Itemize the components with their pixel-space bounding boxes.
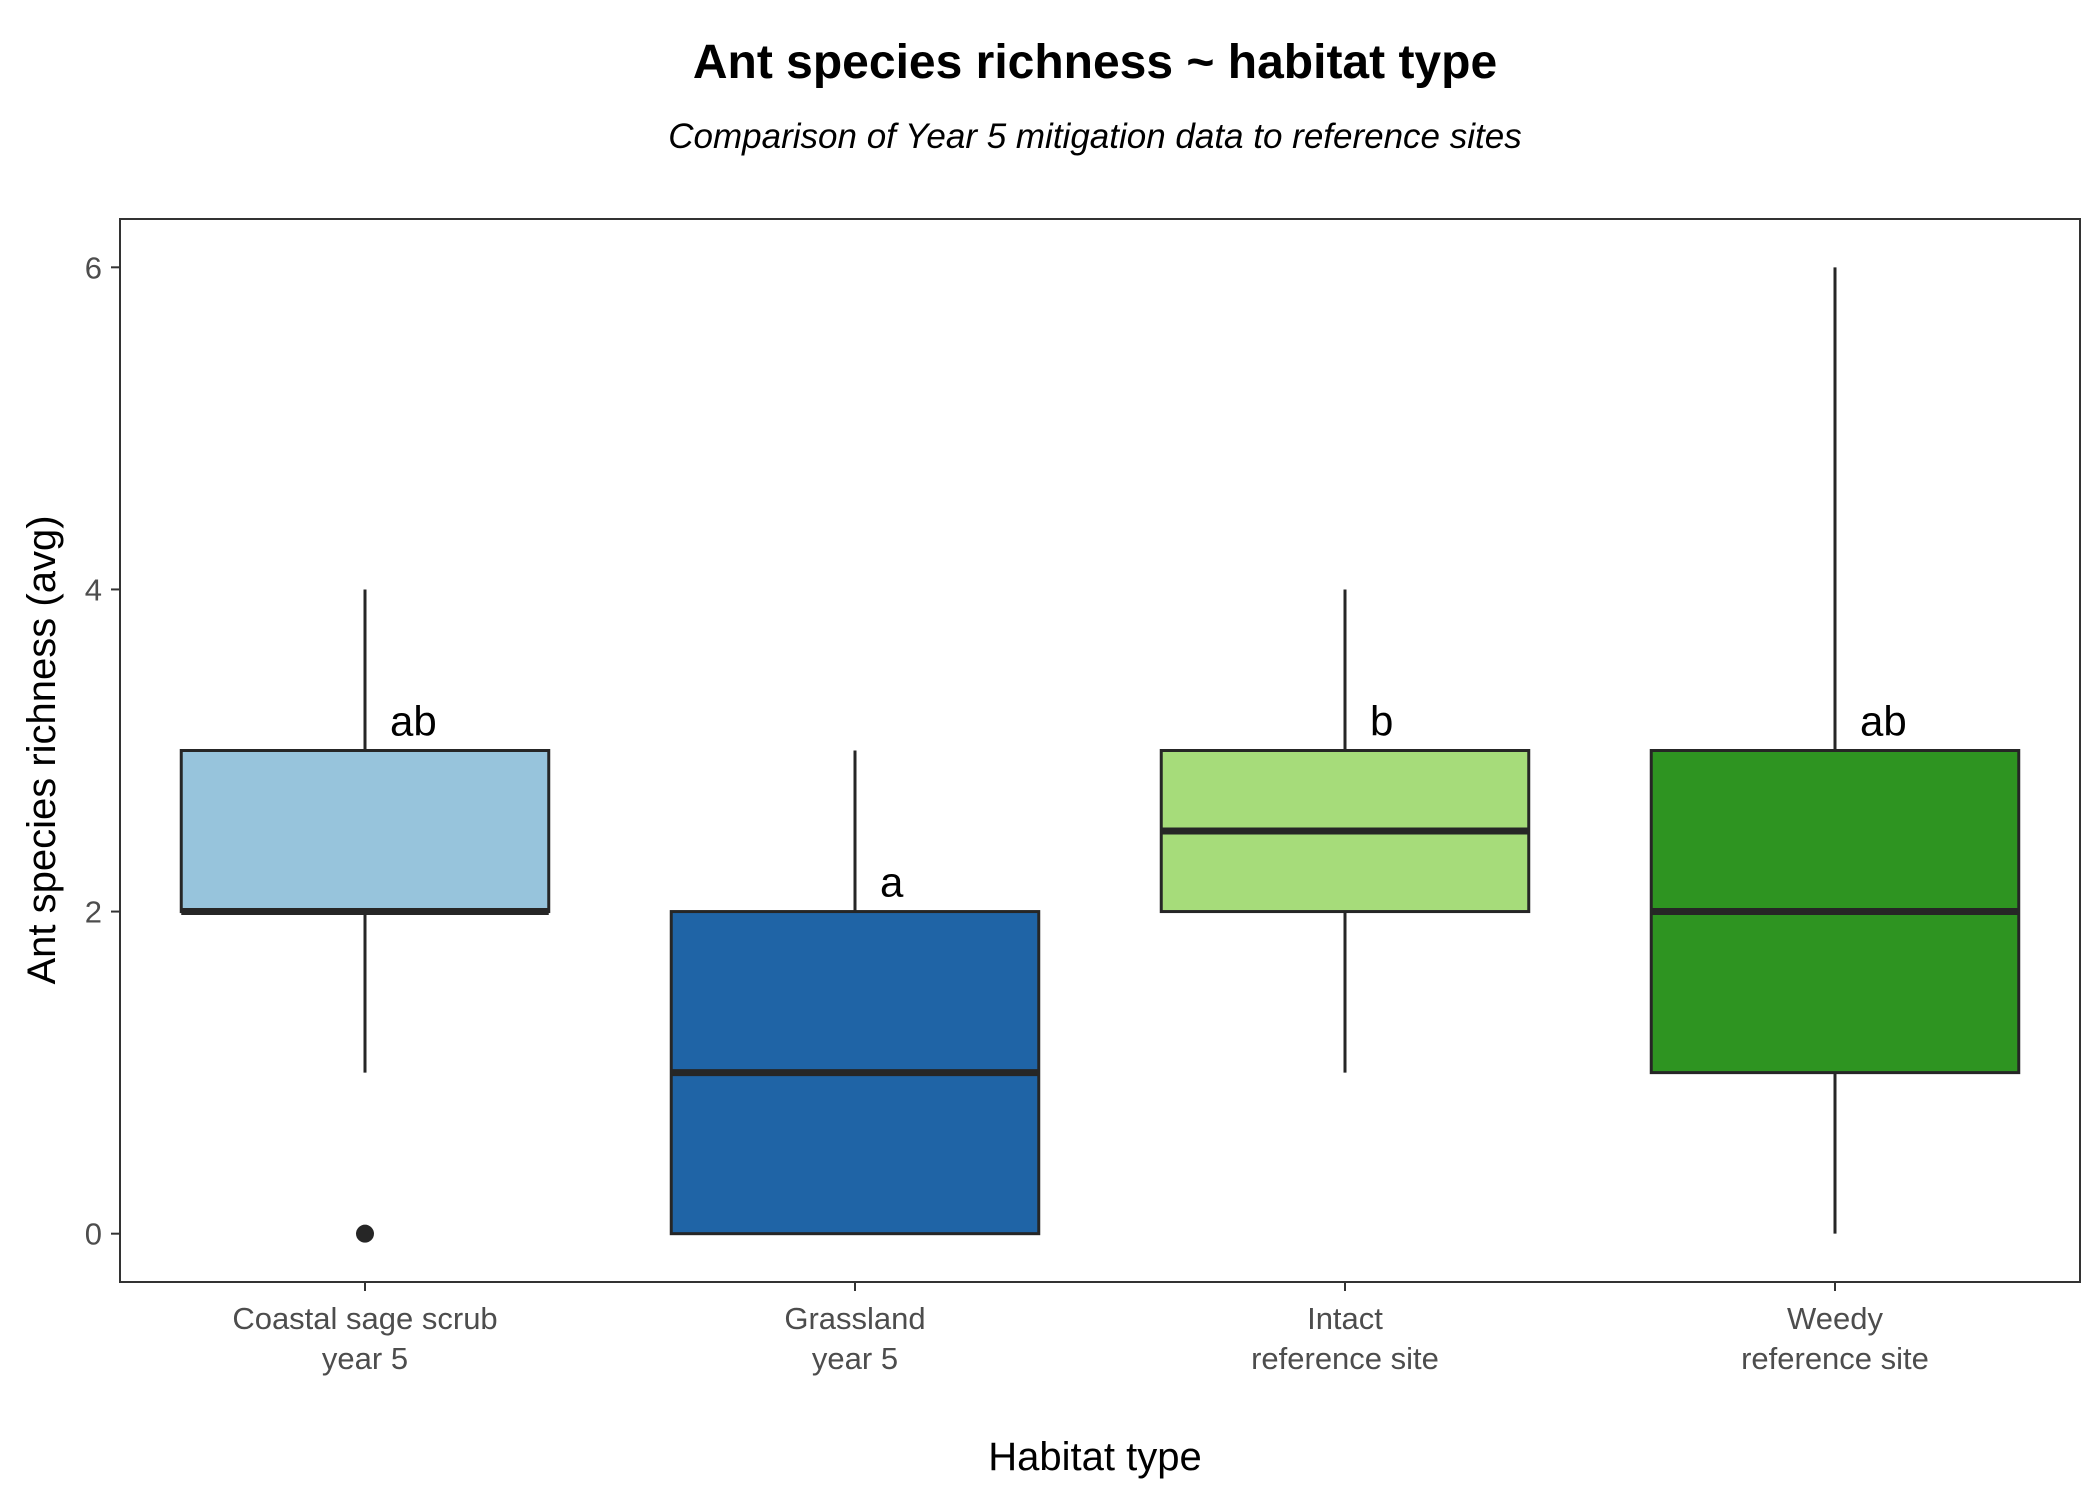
y-axis: 0 2 4 6	[85, 250, 120, 1252]
y-tick-label: 6	[85, 250, 102, 285]
y-axis-title: Ant species richness (avg)	[20, 515, 64, 984]
chart-title: Ant species richness ~ habitat type	[693, 36, 1497, 89]
group-letter-label: a	[880, 859, 904, 906]
group-letter-label: ab	[1860, 698, 1907, 745]
x-tick-label: year 5	[812, 1341, 898, 1376]
x-tick-label: year 5	[322, 1341, 408, 1376]
plot-panel	[119, 218, 2081, 1283]
x-tick-label: Intact	[1307, 1301, 1383, 1336]
group-letter-label: ab	[390, 698, 437, 745]
y-tick-label: 2	[85, 895, 102, 930]
x-tick-label: Coastal sage scrub	[232, 1301, 497, 1336]
chart-subtitle: Comparison of Year 5 mitigation data to …	[668, 117, 1521, 156]
y-tick-label: 0	[85, 1217, 102, 1252]
x-axis: Coastal sage scrub year 5 Grassland year 5 I…	[232, 1282, 1929, 1376]
x-tick-label: Weedy	[1787, 1301, 1883, 1336]
y-tick-label: 4	[85, 572, 102, 607]
x-tick-label: Grassland	[784, 1301, 925, 1336]
x-tick-label: reference site	[1251, 1341, 1439, 1376]
x-axis-title: Habitat type	[988, 1435, 1201, 1479]
group-letter-label: b	[1370, 698, 1393, 745]
outlier-point	[356, 1224, 374, 1243]
box-iqr	[179, 749, 551, 914]
x-tick-label: reference site	[1741, 1341, 1929, 1376]
